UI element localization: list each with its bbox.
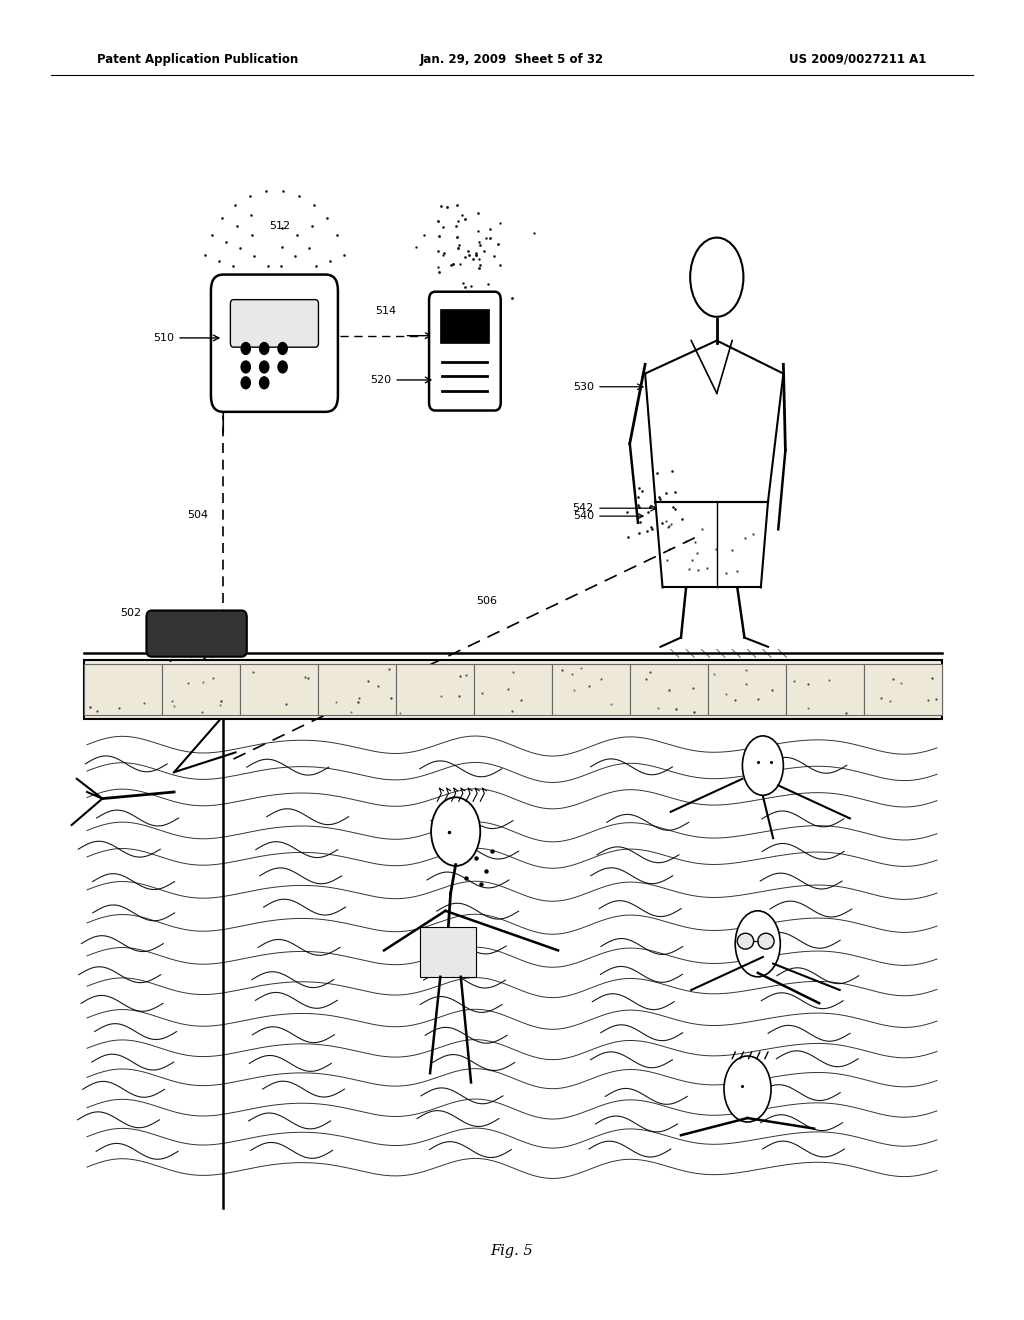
Bar [318,664,396,715]
FancyBboxPatch shape [211,275,338,412]
Ellipse shape [690,238,743,317]
Bar [630,664,708,715]
Bar [474,664,552,715]
Text: 540: 540 [572,511,594,521]
Text: US 2009/0027211 A1: US 2009/0027211 A1 [790,53,927,66]
Text: 510: 510 [153,333,174,343]
Circle shape [279,360,287,374]
Ellipse shape [758,933,774,949]
FancyBboxPatch shape [429,292,501,411]
Bar [84,664,162,715]
Bar [708,664,786,715]
Ellipse shape [742,737,783,796]
Text: Jan. 29, 2009  Sheet 5 of 32: Jan. 29, 2009 Sheet 5 of 32 [420,53,604,66]
Circle shape [279,342,287,355]
Bar [420,927,476,977]
Text: Patent Application Publication: Patent Application Publication [97,53,299,66]
Bar [396,664,474,715]
Circle shape [242,360,250,374]
Text: 504: 504 [186,510,208,520]
FancyBboxPatch shape [146,610,247,656]
Text: 542: 542 [572,503,594,513]
Bar [162,664,240,715]
Ellipse shape [724,1056,771,1122]
Bar [864,664,942,715]
Circle shape [242,342,250,355]
Text: 512: 512 [269,220,290,231]
Text: Fig. 5: Fig. 5 [490,1245,534,1258]
Circle shape [260,342,268,355]
Ellipse shape [735,911,780,977]
Text: 530: 530 [572,381,594,392]
Text: 502: 502 [120,607,141,618]
Bar [440,309,489,343]
Circle shape [242,378,250,389]
Circle shape [260,378,268,389]
Bar [786,664,864,715]
Text: 514: 514 [376,306,396,315]
Circle shape [260,360,268,374]
Text: 506: 506 [476,595,498,606]
Bar [240,664,318,715]
FancyBboxPatch shape [230,300,318,347]
Text: 520: 520 [370,375,391,385]
Ellipse shape [737,933,754,949]
Bar [84,660,942,719]
Ellipse shape [431,797,480,866]
Bar [552,664,630,715]
